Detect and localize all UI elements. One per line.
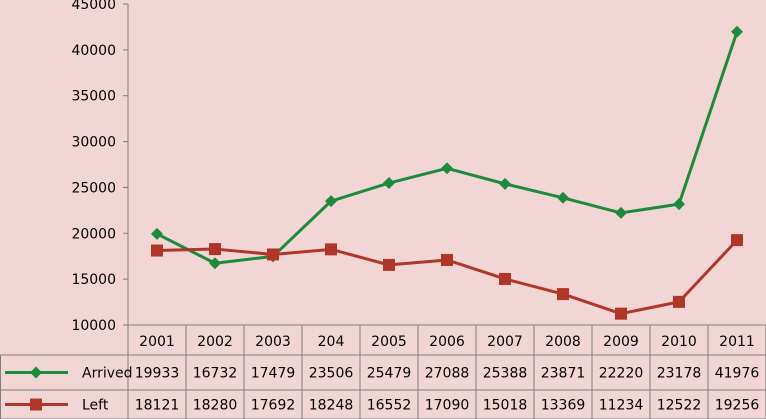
x-category-label: 2003 — [255, 334, 291, 350]
y-tick-label: 20000 — [71, 226, 116, 242]
y-tick-label: 45000 — [71, 0, 116, 13]
series-line — [156, 31, 739, 265]
x-category-label: 204 — [318, 334, 345, 350]
data-point — [151, 227, 163, 240]
data-point — [325, 195, 337, 208]
data-point — [383, 177, 395, 190]
data-point — [209, 257, 221, 270]
y-tick-label: 30000 — [71, 135, 116, 151]
legend-label: Left — [82, 398, 109, 414]
data-table-value: 18121 — [135, 398, 180, 414]
y-tick-label: 10000 — [71, 318, 116, 334]
data-table-value: 17692 — [251, 398, 296, 414]
data-point — [673, 198, 685, 211]
y-tick-label: 25000 — [71, 180, 116, 196]
data-point — [209, 243, 221, 256]
data-point — [615, 307, 627, 320]
data-table-value: 27088 — [425, 366, 470, 382]
x-category-label: 2002 — [197, 334, 233, 350]
y-tick-label: 35000 — [71, 89, 116, 105]
x-category-label: 2006 — [429, 334, 465, 350]
data-table-value: 23506 — [309, 366, 354, 382]
data-table-value: 12522 — [657, 398, 702, 414]
series-line — [156, 239, 739, 316]
data-point — [557, 191, 569, 204]
legend-key-marker — [30, 398, 42, 411]
data-table-value: 16732 — [193, 366, 238, 382]
x-category-label: 2011 — [719, 334, 755, 350]
y-tick-label: 15000 — [71, 272, 116, 288]
data-point — [557, 288, 569, 301]
data-table-value: 13369 — [541, 398, 586, 414]
data-point — [731, 234, 743, 247]
data-table-value: 25388 — [483, 366, 528, 382]
data-table-value: 19933 — [135, 366, 180, 382]
data-table-value: 23178 — [657, 366, 702, 382]
data-point — [731, 25, 743, 38]
x-category-label: 2009 — [603, 334, 639, 350]
x-category-label: 2007 — [487, 334, 523, 350]
data-table-value: 18280 — [193, 398, 238, 414]
data-point — [267, 248, 279, 261]
data-table-value: 41976 — [715, 366, 760, 382]
data-table-value: 17090 — [425, 398, 470, 414]
data-point — [673, 295, 685, 308]
data-point — [151, 244, 163, 257]
data-table-value: 17479 — [251, 366, 296, 382]
x-category-label: 2010 — [661, 334, 697, 350]
data-table-value: 11234 — [599, 398, 644, 414]
legend-label: Arrived — [82, 366, 133, 382]
y-tick-label: 40000 — [71, 43, 116, 59]
data-point — [499, 272, 511, 285]
data-table-value: 22220 — [599, 366, 644, 382]
data-table-value: 18248 — [309, 398, 354, 414]
data-table-value: 23871 — [541, 366, 586, 382]
x-category-label: 2008 — [545, 334, 581, 350]
x-category-label: 2005 — [371, 334, 407, 350]
data-point — [325, 243, 337, 256]
data-table-value: 15018 — [483, 398, 528, 414]
data-table-value: 16552 — [367, 398, 412, 414]
x-category-label: 2001 — [139, 334, 175, 350]
data-table-value: 19256 — [715, 398, 760, 414]
data-table-value: 25479 — [367, 366, 412, 382]
data-point — [441, 162, 453, 175]
data-point — [383, 258, 395, 271]
data-point — [499, 177, 511, 190]
data-point — [441, 253, 453, 266]
data-point — [615, 206, 627, 219]
legend-key-marker — [30, 366, 42, 379]
